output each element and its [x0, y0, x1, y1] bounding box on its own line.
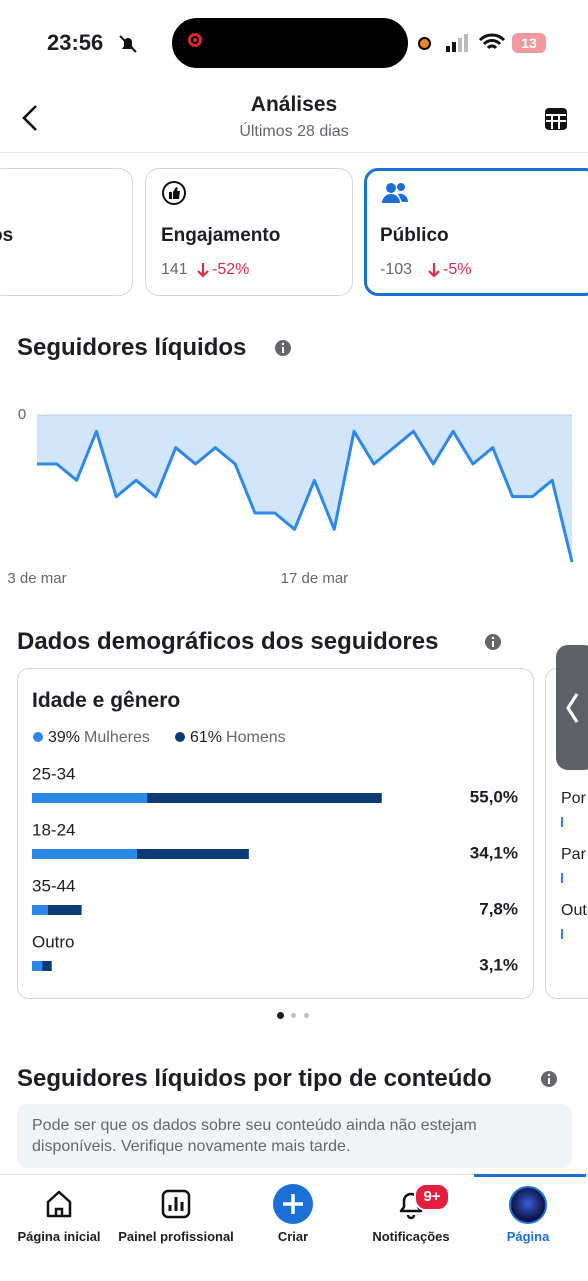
profile-avatar[interactable]: [509, 1186, 547, 1224]
card-value: -103: [380, 261, 413, 278]
bar-segment: [147, 793, 382, 803]
category-label: 25-34: [32, 764, 75, 783]
dynamic-island: [172, 18, 408, 68]
category-label: 18-24: [32, 820, 75, 839]
divider: [0, 152, 588, 153]
next-card-bar: [561, 873, 563, 883]
total-label: 3,1%: [479, 955, 518, 974]
active-indicator: [474, 1174, 586, 1177]
page-dot[interactable]: [304, 1013, 309, 1018]
scroll-button[interactable]: [556, 645, 588, 770]
category-label: Outro: [32, 932, 75, 951]
area: [37, 415, 572, 562]
legend-dot: [175, 732, 185, 742]
card-title: os: [0, 225, 14, 246]
total-label: 55,0%: [470, 787, 518, 806]
card-change: -52%: [212, 261, 250, 278]
page-title: Análises: [250, 93, 338, 116]
down-arrow: [197, 263, 209, 278]
nav-label[interactable]: Notificações: [372, 1229, 450, 1244]
home-icon[interactable]: [44, 1189, 74, 1219]
nav-label[interactable]: Página inicial: [17, 1229, 101, 1244]
bar-segment: [136, 849, 249, 859]
age-gender-card: [17, 668, 534, 999]
section-title: Seguidores líquidos: [17, 334, 247, 361]
bar-segment: [42, 961, 52, 971]
bar-segment: [32, 793, 148, 803]
privacy-dot: [418, 37, 431, 50]
line-chart: 0 3 de mar 17 de mar: [7, 406, 574, 587]
x-tick-label: 17 de mar: [281, 570, 349, 587]
x-tick-label: 3 de mar: [7, 570, 66, 587]
nav-label[interactable]: Criar: [277, 1229, 309, 1244]
engagement-icon: [162, 181, 186, 205]
metric-card[interactable]: Engajamento 141 -52%: [145, 168, 353, 296]
bar-segment: [32, 905, 48, 915]
mute-icon: [119, 35, 137, 53]
back-button[interactable]: [20, 104, 42, 132]
card-change: -5%: [443, 261, 472, 278]
card-title: Engajamento: [161, 225, 281, 246]
battery: 13: [512, 33, 546, 53]
audience-icon: [382, 183, 409, 203]
bar-segment: [32, 961, 43, 971]
total-label: 7,8%: [479, 899, 518, 918]
signal-icon: [446, 34, 468, 52]
notification-badge: 9+: [414, 1183, 450, 1211]
info-icon[interactable]: [274, 339, 292, 357]
category-label: 35-44: [32, 876, 75, 895]
card-title: Público: [380, 225, 449, 246]
legend-share: 61%: [190, 729, 222, 746]
next-card-label: Par: [561, 846, 586, 863]
bar-chart: 39% Mulheres 61% Homens 25-34 55,0% 18-24 34,1%…: [32, 729, 518, 974]
section-title: Dados demográficos dos seguidores: [17, 628, 439, 655]
legend-share: 39%: [48, 729, 80, 746]
legend-label: Homens: [226, 729, 286, 746]
next-card-bar: [561, 929, 563, 939]
y-tick-label: 0: [18, 406, 26, 423]
metric-card[interactable]: os -: [0, 168, 133, 296]
line: [37, 429, 574, 563]
legend-label: Mulheres: [84, 729, 150, 746]
nav-label[interactable]: Painel profissional: [118, 1229, 234, 1244]
legend-dot: [33, 732, 43, 742]
down-arrow: [428, 263, 440, 278]
table-button[interactable]: [543, 106, 569, 132]
page-subtitle: Últimos 28 dias: [239, 123, 349, 140]
dashboard-icon[interactable]: [161, 1189, 191, 1219]
next-card-label: Out: [561, 902, 587, 919]
notice: Pode ser que os dados sobre seu conteúdo…: [17, 1104, 572, 1168]
info-icon[interactable]: [540, 1070, 558, 1088]
next-card-bar: [561, 817, 563, 827]
card-title: Idade e gênero: [32, 689, 181, 712]
bar-segment: [47, 905, 82, 915]
metric-card-selected[interactable]: Público -103 -5%: [364, 168, 588, 296]
page-dot[interactable]: [277, 1012, 284, 1019]
create-icon[interactable]: [273, 1184, 313, 1224]
info-icon[interactable]: [484, 633, 502, 651]
total-label: 34,1%: [470, 843, 518, 862]
page-dot[interactable]: [291, 1013, 296, 1018]
wifi-icon: [478, 33, 506, 50]
card-value: 141: [161, 261, 188, 278]
nav-label[interactable]: Página: [506, 1229, 550, 1244]
bar-segment: [32, 849, 137, 859]
section-title: Seguidores líquidos por tipo de conteúdo: [17, 1065, 492, 1092]
next-card-label: Por: [561, 790, 586, 807]
clock: 23:56: [47, 30, 104, 55]
